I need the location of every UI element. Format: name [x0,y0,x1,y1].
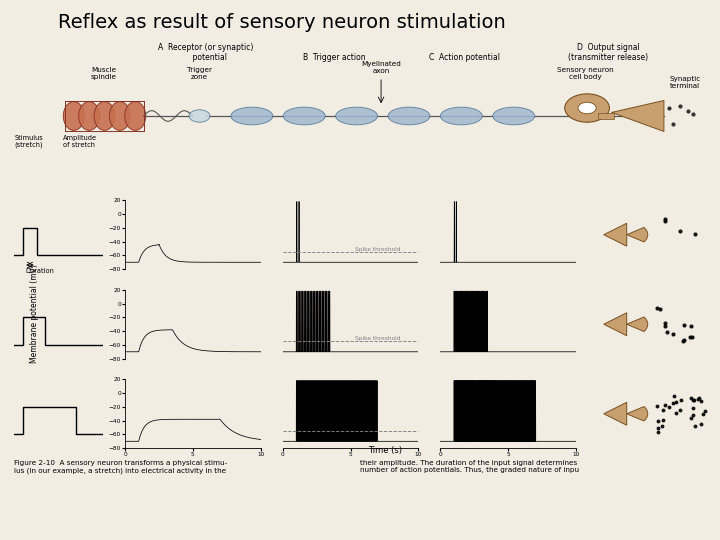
Wedge shape [626,227,648,242]
Ellipse shape [78,102,99,130]
Text: C  Action potential: C Action potential [429,53,500,62]
Text: Spike threshold: Spike threshold [355,336,400,341]
Wedge shape [626,317,648,332]
Text: Time (s): Time (s) [368,446,402,455]
Text: Spike threshold: Spike threshold [355,247,400,252]
Ellipse shape [492,107,535,125]
Text: Trigger
zone: Trigger zone [187,66,212,80]
Polygon shape [604,402,626,425]
Circle shape [578,102,596,114]
Text: their amplitude. The duration of the input signal determines
number of action po: their amplitude. The duration of the inp… [360,460,579,473]
Ellipse shape [336,107,377,125]
Text: A  Receptor (or synaptic)
    potential: A Receptor (or synaptic) potential [158,43,253,62]
Text: Stimulus
(stretch): Stimulus (stretch) [14,135,43,148]
Ellipse shape [125,102,145,130]
Text: Sensory neuron
cell body: Sensory neuron cell body [557,66,614,80]
Text: Synaptic
terminal: Synaptic terminal [669,77,701,90]
Text: Figure 2-10  A sensory neuron transforms a physical stimu-
lus (in our example, : Figure 2-10 A sensory neuron transforms … [14,460,228,474]
Polygon shape [604,223,626,246]
Ellipse shape [231,107,273,125]
Ellipse shape [189,110,210,122]
Polygon shape [611,100,664,131]
Text: Reflex as result of sensory neuron stimulation: Reflex as result of sensory neuron stimu… [58,14,505,32]
Text: Duration: Duration [25,268,54,274]
Polygon shape [598,113,613,119]
Ellipse shape [63,102,84,130]
Text: Amplitude
of stretch: Amplitude of stretch [63,135,97,148]
Ellipse shape [109,102,130,130]
Ellipse shape [94,102,115,130]
Wedge shape [626,407,648,421]
Text: Myelinated
axon: Myelinated axon [361,61,401,74]
Text: Muscle
spindle: Muscle spindle [91,66,117,80]
Text: B  Trigger action: B Trigger action [304,53,366,62]
Ellipse shape [283,107,325,125]
Polygon shape [604,313,626,336]
Circle shape [564,94,609,122]
Ellipse shape [441,107,482,125]
Ellipse shape [388,107,430,125]
Text: D  Output signal
(transmitter release): D Output signal (transmitter release) [568,43,649,62]
Text: Membrane potential (mV): Membrane potential (mV) [30,264,39,363]
